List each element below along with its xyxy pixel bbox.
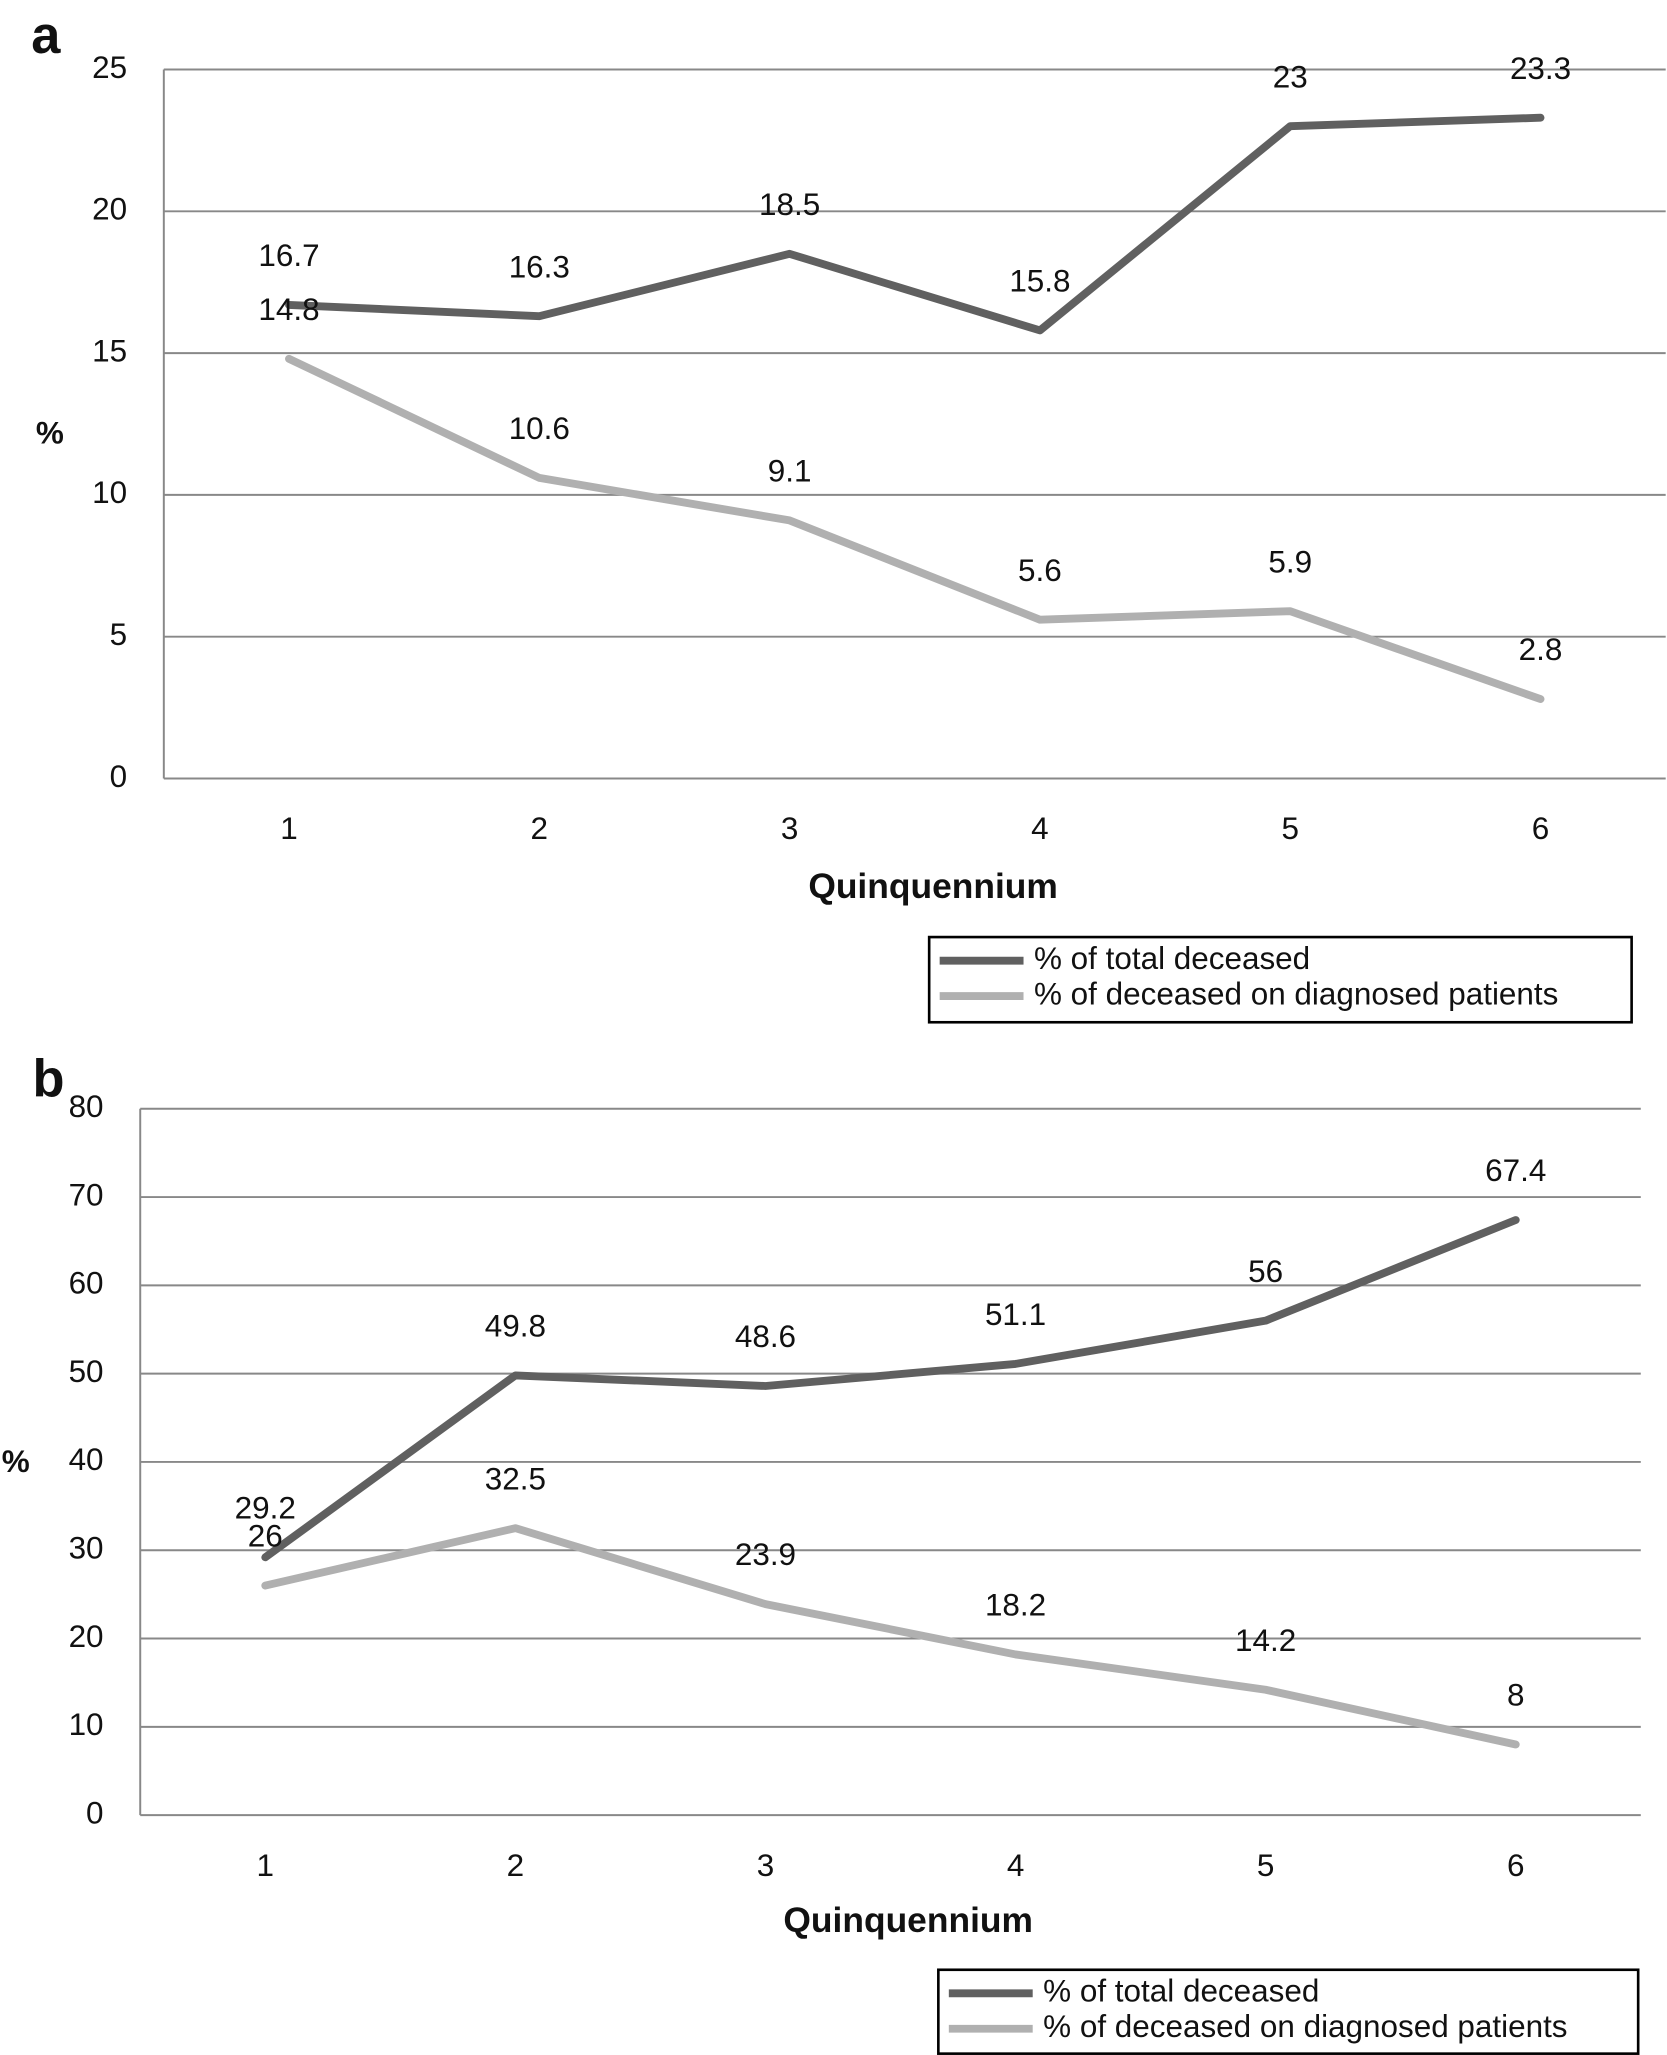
panel-label: b — [32, 1050, 64, 1108]
y-tick-label: 15 — [92, 333, 127, 368]
x-tick-label: 5 — [1281, 811, 1298, 846]
x-tick-label: 6 — [1532, 811, 1549, 846]
data-label: 14.8 — [258, 292, 319, 327]
series-line — [261, 1524, 1520, 1749]
series-line — [261, 1216, 1520, 1562]
x-tick-label: 4 — [1031, 811, 1048, 846]
data-label: 18.2 — [985, 1588, 1046, 1623]
data-label: 16.7 — [258, 238, 319, 273]
data-label: 5.9 — [1268, 544, 1312, 579]
y-tick-label: 70 — [69, 1177, 104, 1212]
data-label: 16.3 — [509, 249, 570, 284]
y-tick-label: 20 — [69, 1619, 104, 1654]
y-tick-label: 30 — [69, 1531, 104, 1566]
y-tick-label: 5 — [110, 617, 127, 652]
panel-label: a — [31, 7, 61, 65]
y-tick-label: 25 — [92, 50, 127, 85]
x-tick-label: 5 — [1257, 1848, 1274, 1883]
data-label: 49.8 — [485, 1309, 546, 1344]
x-tick-label: 4 — [1007, 1848, 1024, 1883]
y-axis-label: % — [36, 415, 64, 450]
data-label: 23.9 — [735, 1537, 796, 1572]
y-tick-label: 10 — [69, 1707, 104, 1742]
y-tick-label: 80 — [69, 1089, 104, 1124]
legend-box — [937, 1968, 1640, 2055]
y-tick-label: 10 — [92, 475, 127, 510]
data-label: 51.1 — [985, 1297, 1046, 1332]
data-label: 18.5 — [759, 187, 820, 222]
data-label: 23.3 — [1510, 51, 1571, 86]
legend-label: % of deceased on diagnosed patients — [1043, 2009, 1567, 2044]
x-tick-label: 6 — [1507, 1848, 1524, 1883]
y-tick-label: 0 — [110, 759, 127, 794]
data-label: 10.6 — [509, 411, 570, 446]
x-axis-label: Quinquennium — [783, 1901, 1033, 1940]
data-label: 8 — [1507, 1678, 1524, 1713]
data-label: 67.4 — [1485, 1153, 1546, 1188]
data-label: 2.8 — [1519, 632, 1563, 667]
legend-label: % of deceased on diagnosed patients — [1034, 976, 1558, 1011]
series-line — [285, 354, 1545, 704]
x-tick-label: 3 — [781, 811, 798, 846]
x-tick-label: 2 — [507, 1848, 524, 1883]
y-tick-label: 40 — [69, 1442, 104, 1477]
y-tick-label: 20 — [92, 192, 127, 227]
data-label: 23 — [1273, 59, 1308, 94]
data-label: 32.5 — [485, 1461, 546, 1496]
legend-label: % of total deceased — [1043, 1974, 1319, 2009]
x-axis-label: Quinquennium — [808, 867, 1058, 906]
y-tick-label: 60 — [69, 1266, 104, 1301]
data-label: 26 — [248, 1519, 283, 1554]
data-label: 5.6 — [1018, 553, 1062, 588]
data-label: 29.2 — [235, 1490, 296, 1525]
data-label: 14.2 — [1235, 1623, 1296, 1658]
data-label: 48.6 — [735, 1319, 796, 1354]
x-tick-label: 1 — [257, 1848, 274, 1883]
y-tick-label: 50 — [69, 1354, 104, 1389]
data-label: 56 — [1248, 1254, 1283, 1289]
y-tick-label: 0 — [86, 1795, 103, 1830]
legend-box — [927, 935, 1633, 1024]
legend-label: % of total deceased — [1034, 941, 1310, 976]
x-tick-label: 3 — [757, 1848, 774, 1883]
data-label: 15.8 — [1009, 264, 1070, 299]
series-line — [285, 113, 1545, 335]
y-axis-label: % — [2, 1444, 30, 1479]
x-tick-label: 2 — [531, 811, 548, 846]
x-tick-label: 1 — [280, 811, 297, 846]
data-label: 9.1 — [768, 454, 812, 489]
